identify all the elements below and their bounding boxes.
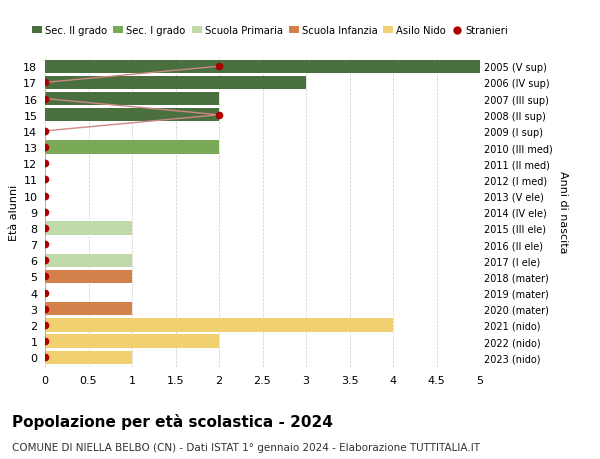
- Legend: Sec. II grado, Sec. I grado, Scuola Primaria, Scuola Infanzia, Asilo Nido, Stran: Sec. II grado, Sec. I grado, Scuola Prim…: [28, 22, 512, 40]
- Y-axis label: Età alunni: Età alunni: [9, 184, 19, 241]
- Bar: [45, 254, 132, 267]
- Bar: [45, 61, 480, 74]
- Bar: [45, 222, 132, 235]
- Bar: [45, 270, 132, 284]
- Text: COMUNE DI NIELLA BELBO (CN) - Dati ISTAT 1° gennaio 2024 - Elaborazione TUTTITAL: COMUNE DI NIELLA BELBO (CN) - Dati ISTAT…: [12, 442, 480, 452]
- Text: Popolazione per età scolastica - 2024: Popolazione per età scolastica - 2024: [12, 413, 333, 429]
- Bar: [45, 77, 306, 90]
- Bar: [45, 351, 132, 364]
- Bar: [45, 335, 219, 348]
- Bar: [45, 141, 219, 154]
- Bar: [45, 302, 132, 316]
- Y-axis label: Anni di nascita: Anni di nascita: [559, 171, 568, 253]
- Bar: [45, 93, 219, 106]
- Bar: [45, 319, 393, 332]
- Bar: [45, 109, 219, 122]
